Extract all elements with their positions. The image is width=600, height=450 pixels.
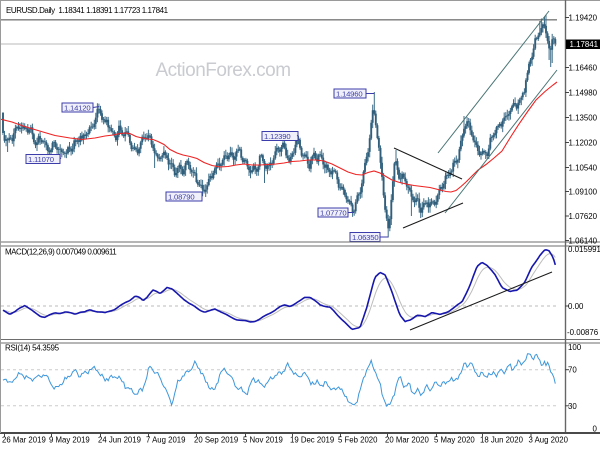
svg-text:-0.00876: -0.00876 [567,328,599,337]
svg-text:1.19420: 1.19420 [569,14,598,23]
svg-text:3 Aug 2020: 3 Aug 2020 [529,436,569,445]
svg-text:1.12390: 1.12390 [264,132,290,141]
svg-text:20 Mar 2020: 20 Mar 2020 [385,436,429,445]
svg-text:0: 0 [593,425,598,434]
svg-text:1.14980: 1.14980 [569,89,598,98]
svg-text:1.07620: 1.07620 [569,212,598,221]
svg-text:ActionForex.com: ActionForex.com [155,60,290,81]
svg-text:26 Mar 2019: 26 Mar 2019 [2,436,46,445]
svg-text:1.16460: 1.16460 [569,64,598,73]
svg-text:1.10540: 1.10540 [569,164,598,173]
svg-text:0.015991: 0.015991 [568,245,600,254]
svg-text:0.00: 0.00 [568,302,584,311]
svg-text:1.11070: 1.11070 [28,155,54,164]
svg-text:7 Aug 2019: 7 Aug 2019 [146,436,185,445]
svg-text:1.12020: 1.12020 [569,139,598,148]
svg-text:1.13500: 1.13500 [569,114,598,123]
svg-text:18 Jun 2020: 18 Jun 2020 [480,436,524,445]
svg-text:5 May 2020: 5 May 2020 [434,436,475,445]
svg-text:70: 70 [568,366,577,375]
svg-text:1.07770: 1.07770 [320,209,346,218]
svg-text:1.17841: 1.17841 [570,40,599,49]
svg-text:20 Sep 2019: 20 Sep 2019 [194,436,238,445]
svg-text:5 Nov 2019: 5 Nov 2019 [243,436,283,445]
svg-text:MACD(12,26,9) 0.007049 0.00961: MACD(12,26,9) 0.007049 0.009611 [5,248,117,257]
svg-text:1.09100: 1.09100 [569,188,598,197]
svg-text:5 Feb 2020: 5 Feb 2020 [338,436,378,445]
svg-text:100: 100 [568,343,582,352]
svg-text:1.06140: 1.06140 [569,237,598,246]
svg-text:30: 30 [568,402,577,411]
svg-text:19 Dec 2019: 19 Dec 2019 [290,436,334,445]
svg-text:24 Jun 2019: 24 Jun 2019 [98,436,141,445]
svg-text:1.08790: 1.08790 [168,193,194,202]
svg-text:EURUSD.Daily 1.18341 1.18391: EURUSD.Daily 1.18341 1.18391 1.17723 1.1… [6,6,169,15]
svg-text:1.14120: 1.14120 [64,104,90,113]
svg-text:RSI(14) 54.3595: RSI(14) 54.3595 [5,344,60,353]
svg-text:9 May 2019: 9 May 2019 [49,436,90,445]
svg-text:1.14960: 1.14960 [336,90,362,99]
svg-text:1.06350: 1.06350 [352,233,378,242]
